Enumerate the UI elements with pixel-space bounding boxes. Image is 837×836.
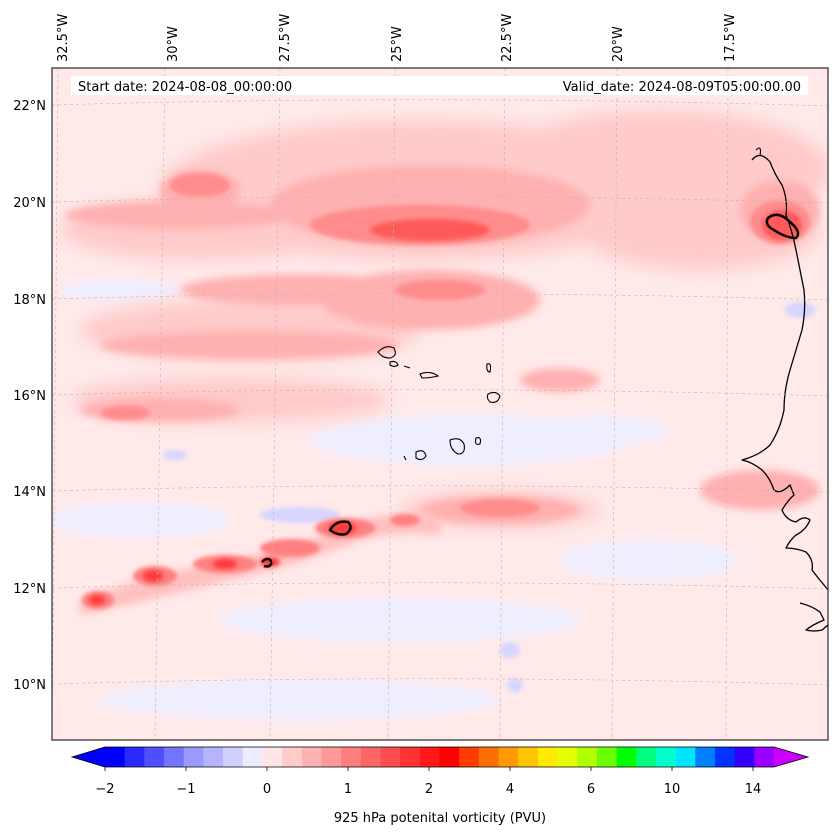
- colorbar-segment: [242, 747, 263, 767]
- colorbar-segment: [636, 747, 657, 767]
- colorbar-tick-label: 1: [344, 782, 352, 797]
- lat-labels: 22°N 20°N 18°N 16°N 14°N 12°N 10°N: [13, 99, 46, 693]
- colorbar-segment: [223, 747, 244, 767]
- header-banner: [71, 76, 808, 95]
- colorbar-title: 925 hPa potenital vorticity (PVU): [334, 811, 546, 826]
- colorbar-segment: [478, 747, 500, 767]
- colorbar-segment: [518, 747, 539, 767]
- lon-label: 20°W: [611, 26, 626, 62]
- colorbar-tick-label: −2: [95, 782, 114, 797]
- colorbar-segment: [498, 747, 519, 767]
- start-date-label: Start date: 2024-08-08_00:00:00: [78, 80, 292, 95]
- colorbar-tick-label: 2: [425, 782, 433, 797]
- colorbar-segment: [734, 747, 755, 767]
- lon-label: 17.5°W: [723, 14, 738, 62]
- colorbar-tick-label: 0: [263, 782, 271, 797]
- lon-label: 22.5°W: [500, 14, 515, 62]
- colorbar-segment: [144, 747, 165, 767]
- colorbar-segment: [262, 747, 283, 767]
- colorbar-segment: [459, 747, 480, 767]
- colorbar-segment: [537, 747, 559, 767]
- colorbar-tick-label: 6: [587, 782, 595, 797]
- colorbar-segment: [380, 747, 401, 767]
- colorbar-segment: [616, 747, 637, 767]
- colorbar-segment: [557, 747, 578, 767]
- colorbar-segment: [577, 747, 598, 767]
- lat-label: 14°N: [13, 485, 46, 500]
- colorbar-segment: [203, 747, 224, 767]
- colorbar-segment: [282, 747, 303, 767]
- colorbar-segment: [655, 747, 677, 767]
- lon-label: 25°W: [390, 26, 405, 62]
- colorbar-segment: [400, 747, 421, 767]
- colorbar-extend-min: [72, 747, 105, 767]
- colorbar-segment: [183, 747, 204, 767]
- colorbar-tick-label: −1: [176, 782, 195, 797]
- pv-field: [52, 68, 828, 740]
- colorbar-segment: [419, 747, 440, 767]
- colorbar-segment: [124, 747, 145, 767]
- colorbar-segment: [695, 747, 716, 767]
- lon-label: 27.5°W: [278, 14, 293, 62]
- colorbar-segment: [105, 747, 126, 767]
- lat-label: 20°N: [13, 196, 46, 211]
- colorbar-segment: [360, 747, 381, 767]
- colorbar-segment: [675, 747, 696, 767]
- colorbar-segment: [164, 747, 185, 767]
- colorbar-segment: [321, 747, 342, 767]
- colorbar-segment: [754, 747, 775, 767]
- lon-label: 32.5°W: [56, 14, 71, 62]
- lat-label: 16°N: [13, 389, 46, 404]
- colorbar-tick-label: 14: [745, 782, 762, 797]
- lat-label: 10°N: [13, 678, 46, 693]
- valid-date-label: Valid_date: 2024-08-09T05:00:00.00: [563, 80, 801, 95]
- lat-label: 12°N: [13, 582, 46, 597]
- colorbar-tick-labels: −2 −1 0 1 2 4 6 10 14: [95, 782, 761, 797]
- lat-label: 22°N: [13, 99, 46, 114]
- colorbar-tick-label: 4: [506, 782, 514, 797]
- colorbar-extend-max: [774, 747, 808, 767]
- map-frame: [51, 67, 829, 741]
- colorbar-segment: [301, 747, 322, 767]
- colorbar-segment: [714, 747, 736, 767]
- colorbar-segment: [439, 747, 460, 767]
- lon-label: 30°W: [166, 26, 181, 62]
- colorbar: [70, 746, 810, 771]
- lon-labels: 32.5°W 30°W 27.5°W 25°W 22.5°W 20°W 17.5…: [56, 14, 738, 62]
- colorbar-tick-label: 10: [664, 782, 681, 797]
- colorbar-segment: [596, 747, 618, 767]
- colorbar-segment: [341, 747, 362, 767]
- lat-label: 18°N: [13, 293, 46, 308]
